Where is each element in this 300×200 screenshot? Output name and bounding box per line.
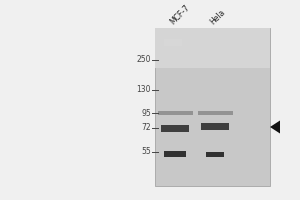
Text: Hela: Hela — [208, 7, 227, 26]
Text: 72: 72 — [141, 123, 151, 132]
Bar — [201, 122, 229, 130]
Text: 250: 250 — [136, 55, 151, 64]
Bar — [158, 111, 193, 115]
Text: 95: 95 — [141, 108, 151, 117]
Polygon shape — [270, 120, 280, 134]
Bar — [164, 38, 182, 46]
Bar — [155, 28, 270, 186]
Bar — [155, 28, 270, 68]
Text: 55: 55 — [141, 148, 151, 156]
Text: 130: 130 — [136, 86, 151, 95]
Text: MCF-7: MCF-7 — [169, 3, 192, 26]
Bar — [197, 111, 232, 115]
Bar — [164, 151, 186, 157]
Bar — [161, 124, 189, 132]
Bar — [206, 152, 224, 156]
